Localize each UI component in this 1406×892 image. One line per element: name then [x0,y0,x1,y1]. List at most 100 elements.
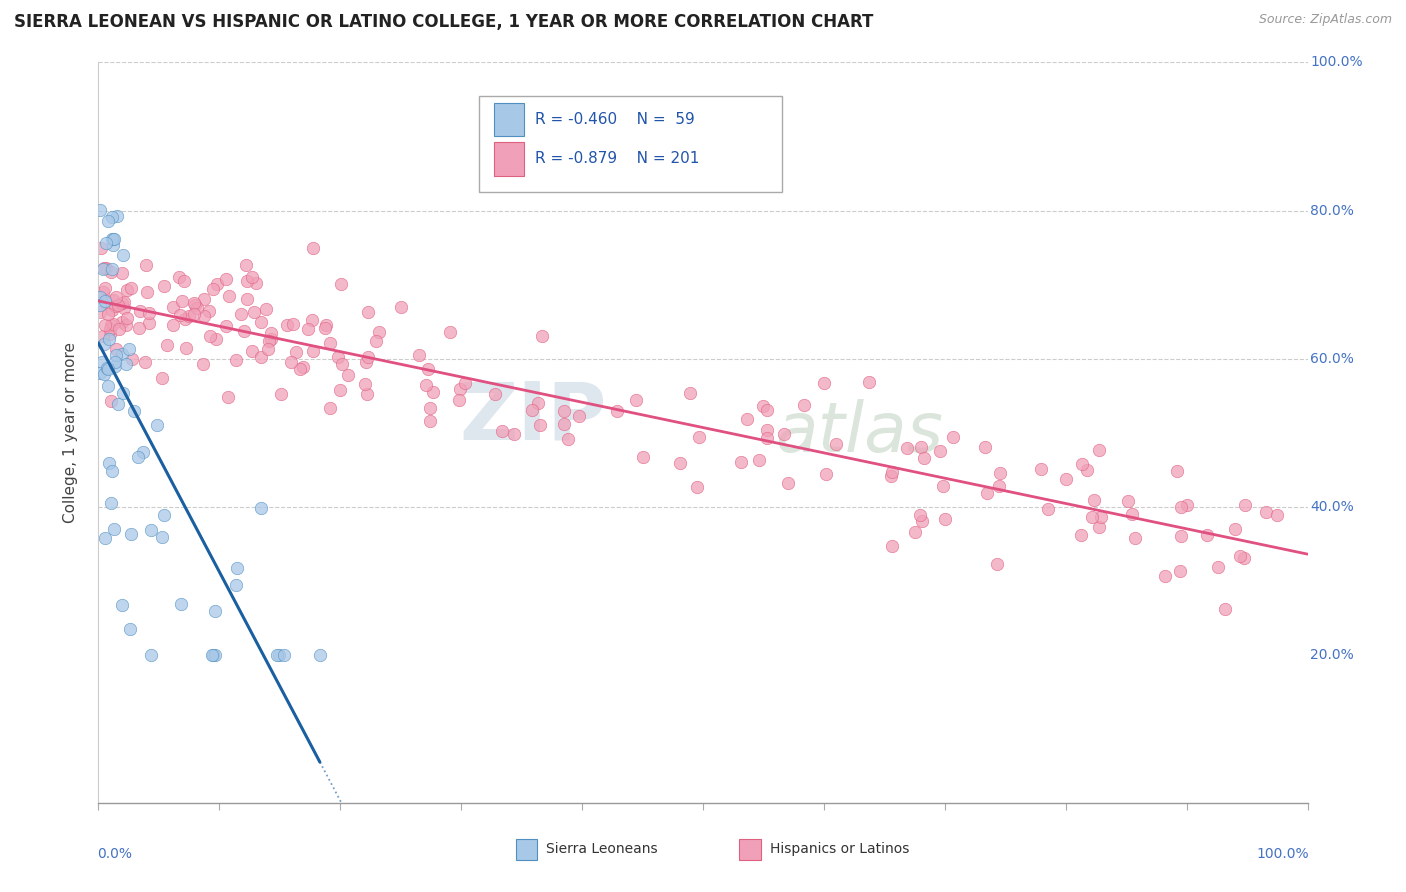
Point [89,202,111,217]
Point [173,274,195,288]
Point [135,258,157,272]
Point [172,293,194,308]
Point [201,282,224,296]
Point [449,393,471,408]
Point [266,648,288,662]
Point [101,317,124,331]
Point [100,464,122,478]
Point [336,368,359,382]
Point [225,578,247,592]
Point [1081,510,1104,524]
Point [89,305,111,319]
Point [243,305,266,319]
Point [520,402,543,417]
Point [1265,508,1288,522]
Point [204,648,226,662]
Point [97,378,120,392]
Text: 0.0%: 0.0% [97,847,132,861]
Point [824,437,846,451]
Point [117,342,139,356]
Point [207,277,229,291]
Point [177,309,200,323]
Point [986,558,1008,572]
Point [449,382,471,396]
Point [330,357,353,371]
Point [368,325,391,339]
Point [97,362,120,376]
Point [97,456,120,470]
Point [249,500,271,515]
Text: R = -0.879    N = 201: R = -0.879 N = 201 [534,151,699,166]
Point [138,316,160,330]
Point [193,357,215,371]
Point [93,262,115,277]
Point [273,648,295,662]
Point [162,301,184,315]
Point [167,269,190,284]
Point [793,398,815,412]
Point [101,293,124,307]
Point [329,277,352,291]
Point [110,315,132,329]
Point [183,296,205,310]
Point [688,430,710,444]
Point [356,387,378,401]
Text: Sierra Leoneans: Sierra Leoneans [546,842,658,856]
Point [101,232,124,246]
Point [150,530,173,544]
Point [422,384,444,399]
Point [502,426,524,441]
Point [97,332,120,346]
Point [314,321,336,335]
Point [756,403,779,417]
Point [911,514,934,528]
Point [748,452,770,467]
Point [115,283,138,297]
Point [1233,551,1256,566]
Point [121,352,143,367]
Point [115,357,138,371]
Point [131,445,153,459]
Point [111,385,134,400]
Point [100,318,122,332]
Point [418,362,440,376]
Point [101,262,124,277]
Point [156,337,179,351]
Point [1166,464,1188,478]
Point [408,347,430,361]
Point [120,280,142,294]
Point [329,384,352,398]
Point [105,290,128,304]
Point [115,318,138,332]
Point [755,423,778,437]
Point [111,266,134,280]
Point [315,318,337,333]
Point [280,355,302,369]
Text: R = -0.460    N =  59: R = -0.460 N = 59 [534,112,695,127]
Point [100,265,122,279]
Point [145,418,167,433]
Point [91,329,114,343]
Text: 40.0%: 40.0% [1310,500,1354,514]
Point [152,508,174,522]
Point [198,329,221,343]
Point [127,450,149,465]
Point [735,411,758,425]
Point [1036,501,1059,516]
Point [297,322,319,336]
Point [107,298,129,312]
Point [439,326,461,340]
Point [815,467,838,481]
Point [250,315,273,329]
Point [1121,507,1143,521]
Point [93,318,115,332]
Bar [516,839,537,860]
Point [931,479,953,493]
Bar [494,143,524,176]
Point [1154,569,1177,583]
Point [111,598,134,612]
Point [290,362,312,376]
Point [260,326,283,341]
Point [101,237,124,252]
Point [354,355,377,369]
